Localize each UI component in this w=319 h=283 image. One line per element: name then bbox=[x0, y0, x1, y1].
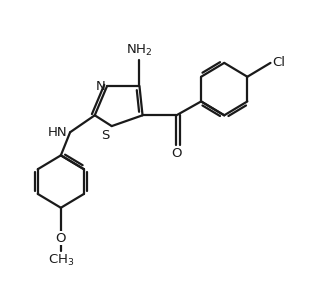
Text: O: O bbox=[171, 147, 182, 160]
Text: CH$_3$: CH$_3$ bbox=[48, 252, 74, 268]
Text: N: N bbox=[96, 80, 106, 93]
Text: HN: HN bbox=[48, 126, 68, 139]
Text: Cl: Cl bbox=[272, 56, 285, 69]
Text: NH$_2$: NH$_2$ bbox=[126, 43, 153, 58]
Text: S: S bbox=[101, 128, 109, 142]
Text: O: O bbox=[56, 231, 66, 245]
